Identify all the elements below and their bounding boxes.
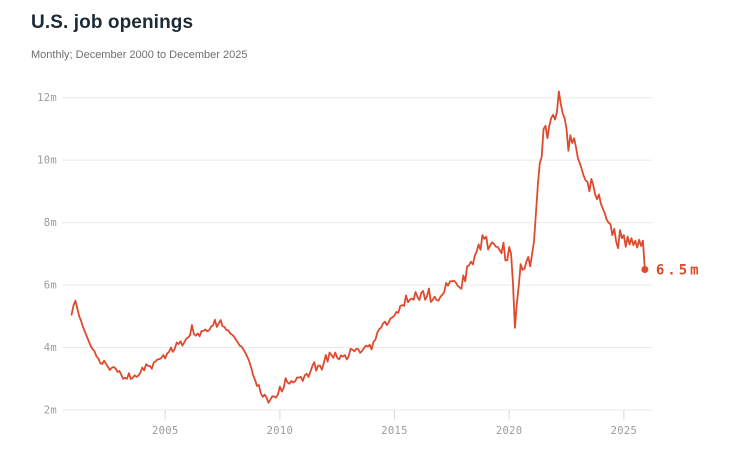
x-axis-label: 2020 bbox=[496, 425, 523, 437]
y-axis-label: 2m bbox=[44, 405, 57, 417]
x-axis-label: 2025 bbox=[611, 425, 638, 437]
page-title: U.S. job openings bbox=[31, 12, 194, 33]
y-axis-label: 12m bbox=[37, 92, 57, 104]
data-line bbox=[70, 90, 646, 404]
end-point-dot bbox=[641, 265, 649, 273]
y-axis-label: 8m bbox=[44, 217, 57, 229]
x-axis-label: 2005 bbox=[152, 425, 179, 437]
x-axis-label: 2015 bbox=[381, 425, 408, 437]
x-axis-label: 2010 bbox=[267, 425, 294, 437]
y-axis-label: 4m bbox=[44, 342, 57, 354]
chart-subtitle: Monthly; December 2000 to December 2025 bbox=[31, 49, 248, 61]
end-value-label: 6.5m bbox=[656, 262, 702, 278]
y-axis-label: 10m bbox=[37, 155, 57, 167]
y-axis-label: 6m bbox=[44, 280, 57, 292]
